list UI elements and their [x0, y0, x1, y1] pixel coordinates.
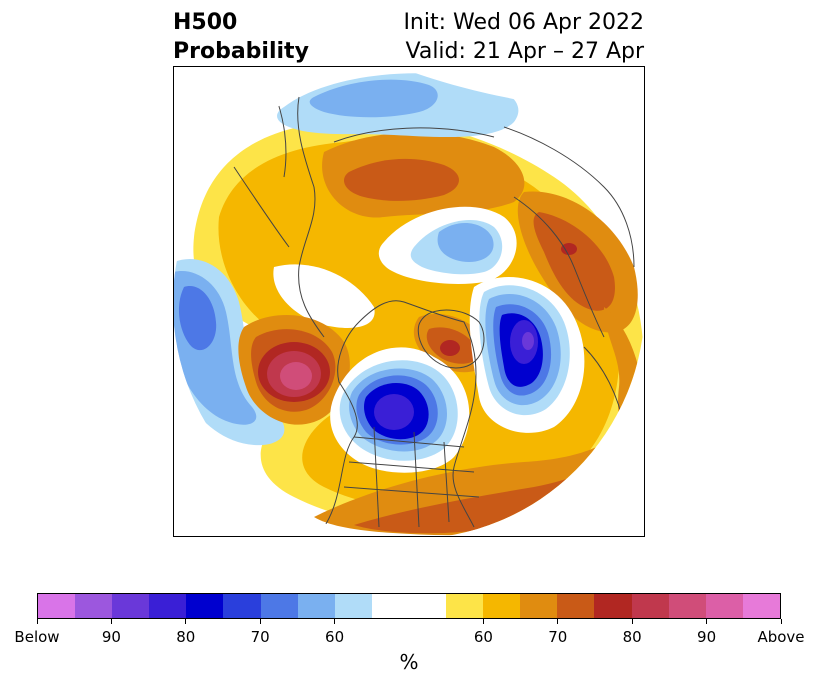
- title-line-2: Probability: [173, 39, 309, 64]
- colorbar: [37, 593, 781, 619]
- colorbar-segment: [371, 594, 409, 618]
- goa-high-90: [280, 362, 312, 390]
- colorbar-segment: [742, 594, 780, 618]
- colorbar-tick: [557, 619, 559, 624]
- siberia-red-core: [561, 243, 577, 255]
- colorbar-segment: [631, 594, 669, 618]
- colorbar-segment: [149, 594, 187, 618]
- valid-date: Valid: 21 Apr – 27 Apr: [405, 39, 645, 64]
- colorbar-tick: [259, 619, 261, 624]
- colorbar-tick: [334, 619, 336, 624]
- colorbar-segment: [483, 594, 521, 618]
- polar-top-low-65: [309, 79, 438, 118]
- probability-map: [173, 66, 645, 537]
- colorbar-segment: [38, 594, 76, 618]
- colorbar-tick-label: 60: [473, 628, 493, 646]
- colorbar-tick: [185, 619, 187, 624]
- colorbar-segment: [594, 594, 632, 618]
- colorbar-tick-label: 70: [250, 628, 270, 646]
- colorbar-tick-label: 80: [176, 628, 196, 646]
- colorbar-tick-label: 80: [622, 628, 642, 646]
- canada-low-85: [374, 394, 414, 430]
- title-line-1: H500: [173, 10, 238, 35]
- eurasia-dark-orange: [344, 158, 459, 201]
- colorbar-tick-label: 70: [548, 628, 568, 646]
- colorbar-tick-label: 90: [101, 628, 121, 646]
- init-date: Init: Wed 06 Apr 2022: [403, 10, 644, 35]
- forecast-dates: Init: Wed 06 Apr 2022 Valid: 21 Apr – 27…: [403, 8, 644, 66]
- siberia-dark-orange: [533, 212, 615, 311]
- colorbar-tick: [706, 619, 708, 624]
- colorbar-tick-label: Above: [757, 628, 805, 646]
- colorbar-segment: [334, 594, 372, 618]
- colorbar-tick: [482, 619, 484, 624]
- colorbar-tick: [36, 619, 38, 624]
- colorbar-segment: [112, 594, 150, 618]
- colorbar-segment: [297, 594, 335, 618]
- colorbar-unit-label: %: [399, 650, 419, 674]
- colorbar-segment: [668, 594, 706, 618]
- colorbar-segment: [75, 594, 113, 618]
- colorbar-segment: [557, 594, 595, 618]
- colorbar-tick-label: Below: [14, 628, 60, 646]
- colorbar-segment: [446, 594, 484, 618]
- colorbar-segment: [260, 594, 298, 618]
- arctic-low-65: [437, 222, 494, 262]
- chart-title: H500 Probability: [173, 8, 309, 66]
- colorbar-tick: [631, 619, 633, 624]
- greenland-red-core: [440, 340, 460, 356]
- colorbar-segment: [223, 594, 261, 618]
- colorbar-tick: [780, 619, 782, 624]
- colorbar-tick-label: 60: [325, 628, 345, 646]
- map-svg: [174, 67, 644, 536]
- colorbar-tick-label: 90: [697, 628, 717, 646]
- colorbar-segment: [408, 594, 447, 618]
- atlantic-low-90: [522, 332, 534, 350]
- colorbar-segment: [186, 594, 224, 618]
- colorbar-segment: [520, 594, 558, 618]
- colorbar-segment: [705, 594, 743, 618]
- colorbar-tick: [110, 619, 112, 624]
- nw-pacific-low-70: [178, 286, 217, 351]
